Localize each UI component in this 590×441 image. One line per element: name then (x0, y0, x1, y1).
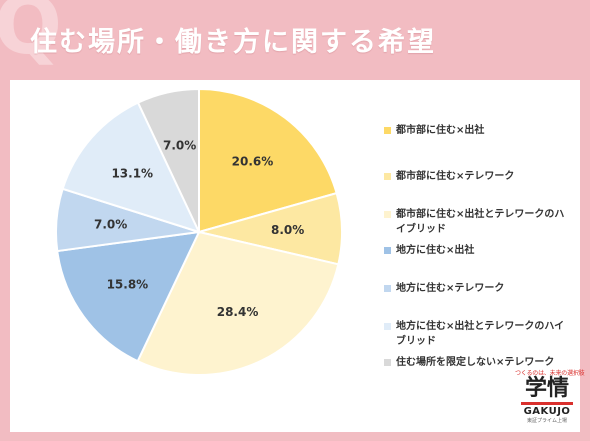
slice-data-label: 20.6% (232, 154, 274, 168)
brand-tagline: つくるのは、未来の選択肢 (515, 370, 585, 377)
chart-card: 20.6% 8.0% 28.4% 15.8% 7.0% 13.1% 7.0% 都市部に住む×… (10, 80, 580, 432)
slice-data-label: 7.0% (163, 138, 196, 152)
slice-data-label: 13.1% (111, 167, 153, 181)
legend-item: 地方に住む×出社 (384, 243, 571, 258)
legend-swatch (384, 285, 391, 292)
legend-label: 地方に住む×出社とテレワークのハイブリッド (396, 321, 565, 347)
legend-label: 地方に住む×出社 (396, 245, 475, 256)
brand-logo-text: 学情 (524, 376, 569, 401)
slice-data-label: 28.4% (217, 305, 259, 319)
pie-slice (136, 87, 200, 233)
legend-label: 都市部に住む×出社とテレワークのハイブリッド (396, 209, 565, 235)
gakujo-logo: つくるのは、未来の選択肢 学情 GAKUJO 東証プライム上場 (515, 368, 585, 430)
legend-label: 地方に住む×テレワーク (396, 283, 505, 294)
legend-item: 都市部に住む×テレワーク (384, 169, 571, 184)
legend-swatch (384, 359, 391, 366)
slice-data-label: 7.0% (94, 217, 127, 231)
legend-swatch (384, 247, 391, 254)
legend-item: 都市部に住む×出社 (384, 123, 571, 138)
brand-bar (521, 402, 573, 405)
pie-slice (61, 101, 201, 234)
legend-item: 都市部に住む×出社とテレワークのハイブリッド (384, 207, 571, 237)
pie-slice (56, 230, 201, 363)
legend-item: 住む場所を限定しない×テレワーク (384, 355, 571, 370)
legend-swatch (384, 173, 391, 180)
brand-subtext: 東証プライム上場 (527, 418, 567, 424)
slice-data-label: 8.0% (271, 223, 304, 237)
pie-slice (198, 87, 338, 234)
q-watermark: Q (0, 0, 63, 72)
legend-swatch (384, 211, 391, 218)
legend-item: 地方に住む×テレワーク (384, 281, 571, 296)
pie-chart: 20.6% 8.0% 28.4% 15.8% 7.0% 13.1% 7.0% (55, 87, 343, 376)
legend-label: 都市部に住む×出社 (396, 125, 485, 136)
slice-data-label: 15.8% (107, 277, 149, 291)
legend-label: 住む場所を限定しない×テレワーク (396, 357, 555, 368)
legend-swatch (384, 127, 391, 134)
legend-swatch (384, 323, 391, 330)
page-title: 住む場所・働き方に関する希望 (30, 27, 436, 58)
legend-item: 地方に住む×出社とテレワークのハイブリッド (384, 319, 571, 349)
brand-name: GAKUJO (523, 406, 571, 417)
legend-label: 都市部に住む×テレワーク (396, 171, 515, 182)
pie-slice (136, 230, 340, 376)
